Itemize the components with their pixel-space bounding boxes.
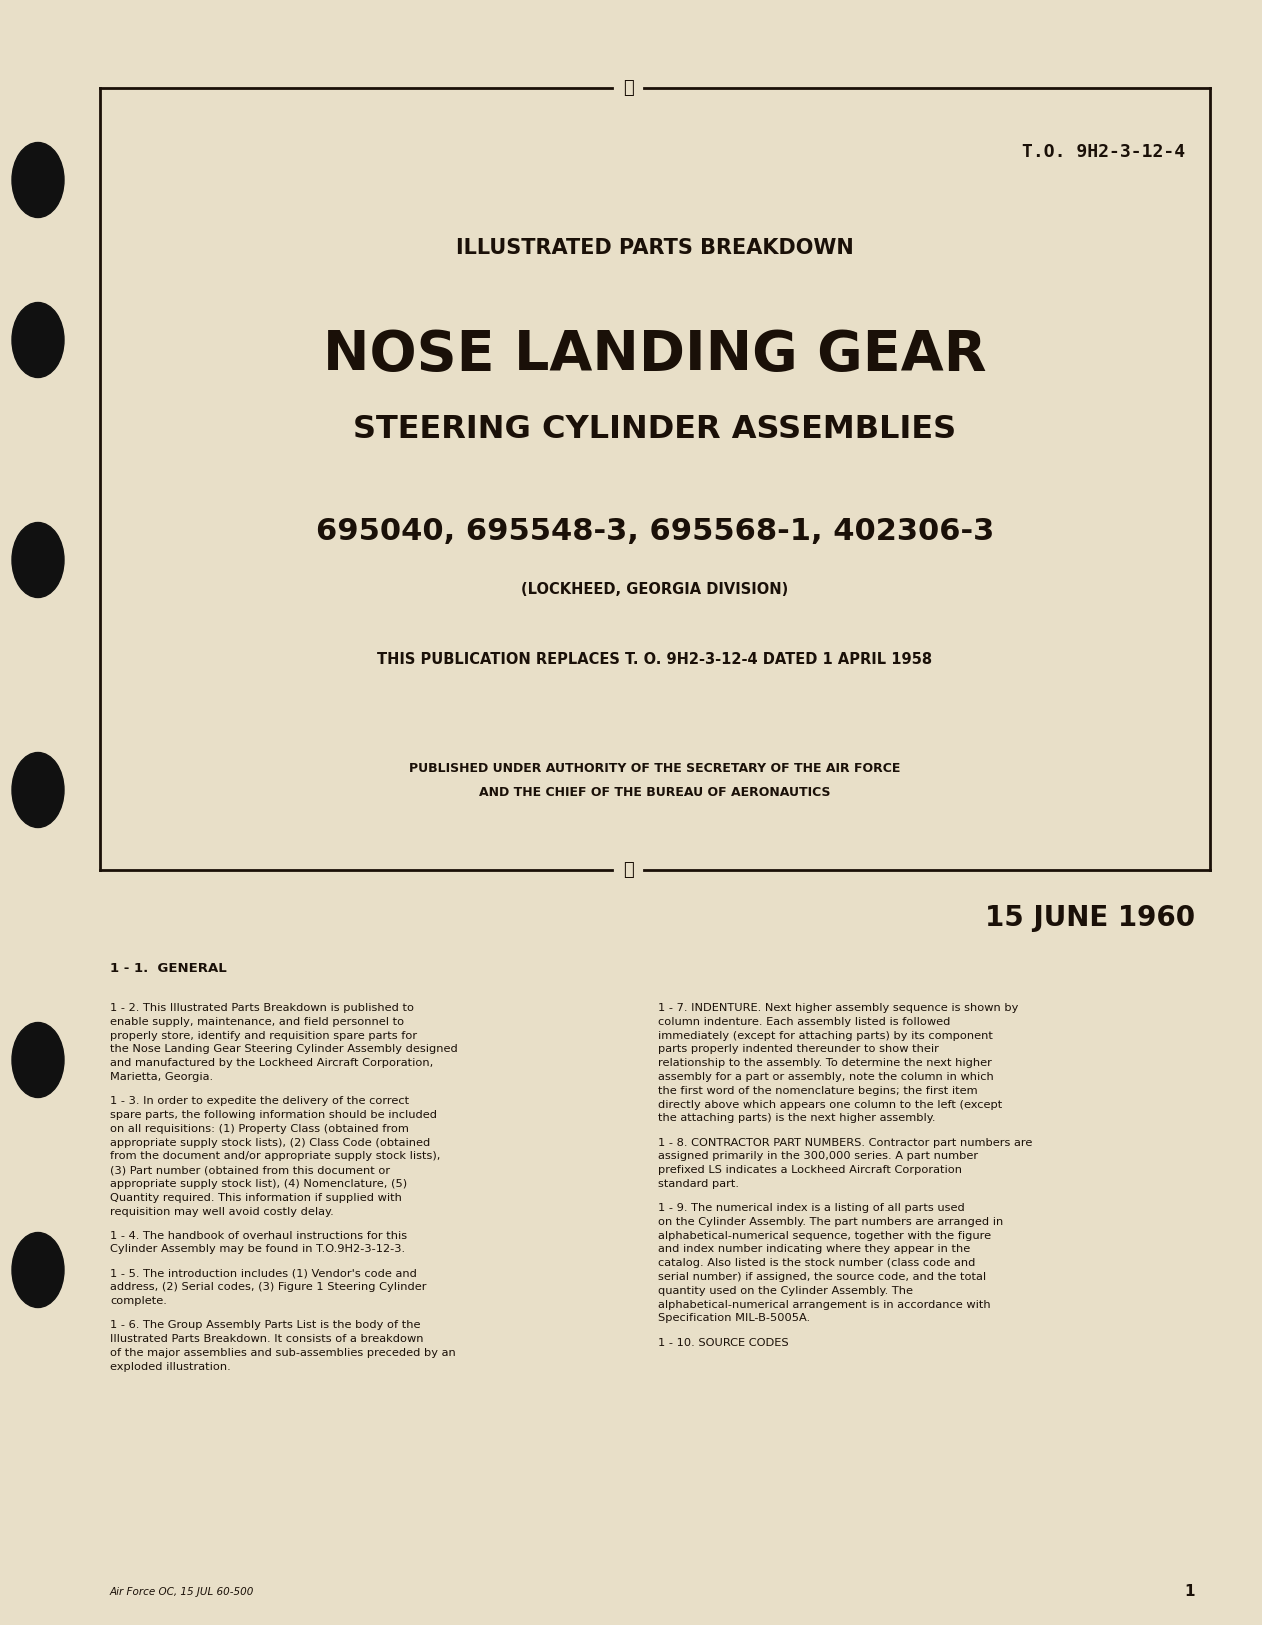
Text: Cylinder Assembly may be found in T.O.9H2-3-12-3.: Cylinder Assembly may be found in T.O.9H… bbox=[110, 1245, 405, 1254]
Text: 1: 1 bbox=[1185, 1584, 1195, 1599]
Text: quantity used on the Cylinder Assembly. The: quantity used on the Cylinder Assembly. … bbox=[658, 1285, 912, 1295]
Text: T.O. 9H2-3-12-4: T.O. 9H2-3-12-4 bbox=[1022, 143, 1185, 161]
Text: the first word of the nomenclature begins; the first item: the first word of the nomenclature begin… bbox=[658, 1086, 978, 1095]
Text: ★: ★ bbox=[622, 80, 634, 98]
Text: column indenture. Each assembly listed is followed: column indenture. Each assembly listed i… bbox=[658, 1017, 950, 1027]
Text: Specification MIL-B-5005A.: Specification MIL-B-5005A. bbox=[658, 1313, 810, 1323]
Text: prefixed LS indicates a Lockheed Aircraft Corporation: prefixed LS indicates a Lockheed Aircraf… bbox=[658, 1165, 962, 1175]
Text: catalog. Also listed is the stock number (class code and: catalog. Also listed is the stock number… bbox=[658, 1258, 976, 1268]
Text: of the major assemblies and sub-assemblies preceded by an: of the major assemblies and sub-assembli… bbox=[110, 1349, 456, 1358]
Text: 1 - 6. The Group Assembly Parts List is the body of the: 1 - 6. The Group Assembly Parts List is … bbox=[110, 1321, 420, 1331]
Ellipse shape bbox=[13, 302, 64, 377]
Text: PUBLISHED UNDER AUTHORITY OF THE SECRETARY OF THE AIR FORCE: PUBLISHED UNDER AUTHORITY OF THE SECRETA… bbox=[409, 762, 901, 775]
Text: 1 - 10. SOURCE CODES: 1 - 10. SOURCE CODES bbox=[658, 1337, 789, 1347]
Text: (3) Part number (obtained from this document or: (3) Part number (obtained from this docu… bbox=[110, 1165, 390, 1175]
Text: 1 - 3. In order to expedite the delivery of the correct: 1 - 3. In order to expedite the delivery… bbox=[110, 1097, 409, 1107]
Text: directly above which appears one column to the left (except: directly above which appears one column … bbox=[658, 1100, 1002, 1110]
Text: requisition may well avoid costly delay.: requisition may well avoid costly delay. bbox=[110, 1206, 333, 1217]
Text: from the document and/or appropriate supply stock lists),: from the document and/or appropriate sup… bbox=[110, 1152, 440, 1162]
Text: 1 - 8. CONTRACTOR PART NUMBERS. Contractor part numbers are: 1 - 8. CONTRACTOR PART NUMBERS. Contract… bbox=[658, 1138, 1032, 1147]
Text: 1 - 1.  GENERAL: 1 - 1. GENERAL bbox=[110, 962, 227, 975]
Ellipse shape bbox=[13, 752, 64, 827]
Text: address, (2) Serial codes, (3) Figure 1 Steering Cylinder: address, (2) Serial codes, (3) Figure 1 … bbox=[110, 1282, 427, 1292]
Text: Marietta, Georgia.: Marietta, Georgia. bbox=[110, 1072, 213, 1082]
Text: AND THE CHIEF OF THE BUREAU OF AERONAUTICS: AND THE CHIEF OF THE BUREAU OF AERONAUTI… bbox=[480, 785, 830, 798]
Text: enable supply, maintenance, and field personnel to: enable supply, maintenance, and field pe… bbox=[110, 1017, 404, 1027]
Text: alphabetical-numerical arrangement is in accordance with: alphabetical-numerical arrangement is in… bbox=[658, 1300, 991, 1310]
Text: Air Force OC, 15 JUL 60-500: Air Force OC, 15 JUL 60-500 bbox=[110, 1588, 255, 1597]
Text: the attaching parts) is the next higher assembly.: the attaching parts) is the next higher … bbox=[658, 1113, 935, 1123]
Text: immediately (except for attaching parts) by its component: immediately (except for attaching parts)… bbox=[658, 1030, 993, 1040]
Text: spare parts, the following information should be included: spare parts, the following information s… bbox=[110, 1110, 437, 1120]
Text: alphabetical-numerical sequence, together with the figure: alphabetical-numerical sequence, togethe… bbox=[658, 1230, 991, 1242]
Text: ★: ★ bbox=[622, 861, 634, 879]
Text: and index number indicating where they appear in the: and index number indicating where they a… bbox=[658, 1245, 970, 1254]
Text: standard part.: standard part. bbox=[658, 1180, 740, 1190]
Text: properly store, identify and requisition spare parts for: properly store, identify and requisition… bbox=[110, 1030, 418, 1040]
Text: the Nose Landing Gear Steering Cylinder Assembly designed: the Nose Landing Gear Steering Cylinder … bbox=[110, 1045, 458, 1055]
Text: parts properly indented thereunder to show their: parts properly indented thereunder to sh… bbox=[658, 1045, 939, 1055]
Text: 1 - 4. The handbook of overhaul instructions for this: 1 - 4. The handbook of overhaul instruct… bbox=[110, 1230, 408, 1242]
Text: (LOCKHEED, GEORGIA DIVISION): (LOCKHEED, GEORGIA DIVISION) bbox=[521, 582, 789, 598]
Text: Quantity required. This information if supplied with: Quantity required. This information if s… bbox=[110, 1193, 401, 1202]
Text: serial number) if assigned, the source code, and the total: serial number) if assigned, the source c… bbox=[658, 1272, 986, 1282]
Text: appropriate supply stock list), (4) Nomenclature, (5): appropriate supply stock list), (4) Nome… bbox=[110, 1180, 408, 1190]
Text: 1 - 2. This Illustrated Parts Breakdown is published to: 1 - 2. This Illustrated Parts Breakdown … bbox=[110, 1003, 414, 1012]
Text: NOSE LANDING GEAR: NOSE LANDING GEAR bbox=[323, 328, 987, 382]
Text: assembly for a part or assembly, note the column in which: assembly for a part or assembly, note th… bbox=[658, 1072, 993, 1082]
Text: 695040, 695548-3, 695568-1, 402306-3: 695040, 695548-3, 695568-1, 402306-3 bbox=[316, 517, 994, 546]
Ellipse shape bbox=[13, 143, 64, 218]
Text: Illustrated Parts Breakdown. It consists of a breakdown: Illustrated Parts Breakdown. It consists… bbox=[110, 1334, 424, 1344]
Text: 1 - 5. The introduction includes (1) Vendor's code and: 1 - 5. The introduction includes (1) Ven… bbox=[110, 1269, 416, 1279]
Text: 1 - 9. The numerical index is a listing of all parts used: 1 - 9. The numerical index is a listing … bbox=[658, 1202, 964, 1214]
Text: relationship to the assembly. To determine the next higher: relationship to the assembly. To determi… bbox=[658, 1058, 992, 1068]
Ellipse shape bbox=[13, 1232, 64, 1308]
Text: ILLUSTRATED PARTS BREAKDOWN: ILLUSTRATED PARTS BREAKDOWN bbox=[456, 237, 854, 258]
Text: exploded illustration.: exploded illustration. bbox=[110, 1362, 231, 1372]
Text: 1 - 7. INDENTURE. Next higher assembly sequence is shown by: 1 - 7. INDENTURE. Next higher assembly s… bbox=[658, 1003, 1018, 1012]
Text: and manufactured by the Lockheed Aircraft Corporation,: and manufactured by the Lockheed Aircraf… bbox=[110, 1058, 433, 1068]
Ellipse shape bbox=[13, 523, 64, 598]
Text: STEERING CYLINDER ASSEMBLIES: STEERING CYLINDER ASSEMBLIES bbox=[353, 414, 957, 445]
Text: assigned primarily in the 300,000 series. A part number: assigned primarily in the 300,000 series… bbox=[658, 1152, 978, 1162]
Text: on the Cylinder Assembly. The part numbers are arranged in: on the Cylinder Assembly. The part numbe… bbox=[658, 1217, 1003, 1227]
Text: complete.: complete. bbox=[110, 1297, 167, 1306]
Text: on all requisitions: (1) Property Class (obtained from: on all requisitions: (1) Property Class … bbox=[110, 1124, 409, 1134]
Text: appropriate supply stock lists), (2) Class Code (obtained: appropriate supply stock lists), (2) Cla… bbox=[110, 1138, 430, 1147]
Text: THIS PUBLICATION REPLACES T. O. 9H2-3-12-4 DATED 1 APRIL 1958: THIS PUBLICATION REPLACES T. O. 9H2-3-12… bbox=[377, 653, 933, 668]
Text: 15 JUNE 1960: 15 JUNE 1960 bbox=[984, 904, 1195, 933]
Ellipse shape bbox=[13, 1022, 64, 1097]
